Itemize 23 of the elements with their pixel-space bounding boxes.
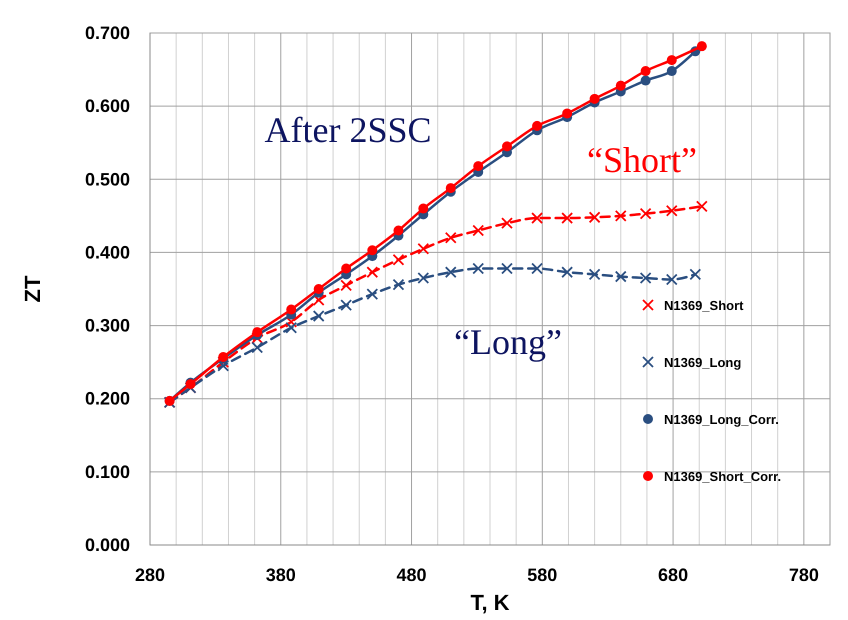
annotation: After 2SSC: [264, 110, 432, 150]
legend-label: N1369_Short_Corr.: [664, 469, 782, 484]
y-axis-title: ZT: [20, 275, 45, 302]
x-tick-label: 680: [658, 565, 688, 585]
annotation: “Short”: [587, 140, 697, 180]
y-tick-label: 0.400: [84, 242, 130, 262]
annotation: “Long”: [454, 322, 562, 362]
legend-label: N1369_Long: [664, 355, 742, 370]
y-tick-label: 0.300: [84, 316, 130, 336]
x-tick-label: 480: [396, 565, 427, 585]
y-tick-label: 0.500: [84, 169, 130, 190]
y-tick-label: 0.100: [84, 462, 130, 482]
y-tick-label: 0.000: [84, 535, 130, 555]
y-tick-label: 0.600: [84, 96, 130, 116]
x-tick-label: 380: [266, 565, 296, 585]
y-tick-label: 0.700: [84, 23, 130, 43]
x-tick-label: 580: [527, 565, 558, 585]
x-tick-label: 780: [788, 565, 819, 585]
x-axis-title: T, K: [470, 590, 510, 615]
legend-label: N1369_Short: [664, 298, 744, 313]
x-tick-label: 280: [134, 565, 166, 585]
y-tick-label: 0.200: [84, 388, 130, 409]
legend-label: N1369_Long_Corr.: [664, 412, 779, 427]
